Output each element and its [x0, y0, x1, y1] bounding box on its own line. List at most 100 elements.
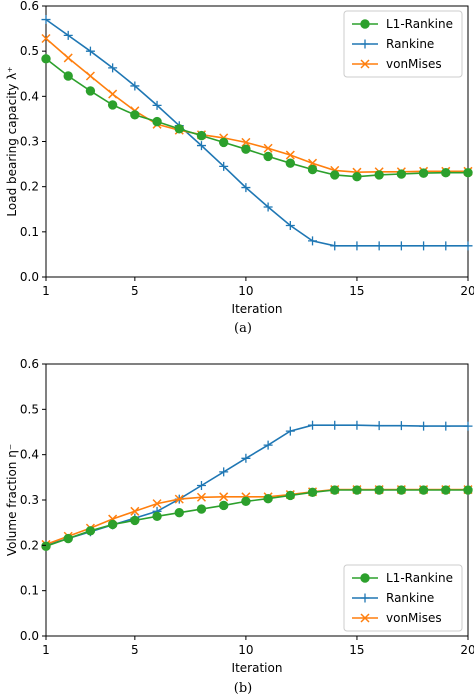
data-point-rankine	[308, 420, 318, 430]
data-point-vonmises	[196, 492, 207, 502]
data-point-rankine	[196, 141, 206, 151]
x-tick-label: 10	[238, 643, 253, 657]
data-point-rankine	[85, 46, 95, 56]
data-point-l1-rankine	[85, 526, 96, 536]
x-axis-label: Iteration	[232, 302, 283, 316]
data-point-l1-rankine	[174, 507, 184, 518]
data-point-l1-rankine	[418, 485, 429, 495]
x-tick-label: 20	[460, 284, 474, 298]
x-tick-label: 5	[131, 284, 139, 298]
data-point-l1-rankine	[441, 485, 451, 495]
legend-label: Rankine	[386, 37, 434, 51]
x-tick-label: 1	[42, 643, 50, 657]
data-point-l1-rankine	[152, 116, 162, 127]
data-point-rankine	[441, 241, 451, 251]
data-point-l1-rankine	[107, 100, 118, 110]
y-axis-label: Volume fraction η⁻	[5, 444, 19, 556]
data-point-l1-rankine	[41, 541, 51, 551]
series-rankine	[41, 420, 473, 550]
data-point-vonmises	[108, 89, 118, 99]
data-point-rankine	[419, 241, 429, 251]
data-point-rankine	[330, 241, 340, 251]
series-l1-rankine	[41, 54, 473, 182]
data-point-l1-rankine	[218, 500, 229, 511]
y-tick-label: 0.2	[20, 180, 39, 194]
x-tick-label: 15	[349, 643, 364, 657]
legend-entry-l1-rankine: L1-Rankine	[352, 571, 453, 585]
data-point-l1-rankine	[463, 485, 473, 495]
x-axis-ticks: 1 5 10 15 20	[42, 277, 474, 298]
data-point-rankine	[463, 421, 473, 431]
x-tick-label: 20	[460, 643, 474, 657]
y-tick-label: 0.3	[20, 493, 39, 507]
data-point-vonmises	[285, 150, 295, 160]
legend-marker	[360, 593, 370, 603]
y-tick-label: 0.2	[20, 538, 39, 552]
data-point-l1-rankine	[463, 167, 473, 178]
data-point-vonmises	[41, 33, 51, 44]
series-layer	[41, 420, 473, 551]
data-point-l1-rankine	[174, 124, 184, 134]
data-point-l1-rankine	[196, 504, 207, 514]
legend-label: L1-Rankine	[386, 571, 453, 585]
data-point-rankine	[396, 241, 406, 251]
y-axis-ticks: 0.0 0.1 0.2 0.3 0.4 0.5 0.6	[20, 0, 46, 284]
y-axis-ticks: 0.0 0.1 0.2 0.3 0.4 0.5 0.6	[20, 357, 46, 643]
y-tick-label: 0.0	[20, 629, 39, 643]
data-point-rankine	[263, 202, 273, 212]
legend-marker	[360, 39, 370, 49]
data-point-l1-rankine	[285, 158, 296, 168]
data-point-rankine	[441, 421, 451, 431]
data-point-l1-rankine	[285, 490, 296, 501]
data-point-l1-rankine	[85, 86, 96, 96]
data-point-rankine	[152, 100, 162, 110]
data-point-l1-rankine	[218, 137, 229, 148]
legend-entry-rankine: Rankine	[352, 37, 434, 51]
legend-marker	[360, 59, 370, 69]
data-point-l1-rankine	[352, 485, 362, 495]
data-point-rankine	[263, 440, 273, 450]
x-tick-label: 1	[42, 284, 50, 298]
data-point-rankine	[396, 421, 406, 431]
data-point-rankine	[219, 161, 229, 171]
x-tick-label: 15	[349, 284, 364, 298]
data-point-vonmises	[85, 71, 95, 81]
data-point-rankine	[285, 221, 295, 231]
legend-label: L1-Rankine	[386, 17, 453, 31]
y-tick-label: 0.4	[20, 89, 39, 103]
data-point-vonmises	[152, 499, 162, 509]
data-point-l1-rankine	[241, 496, 251, 507]
legend-label: vonMises	[386, 611, 442, 625]
legend-entry-vonmises: vonMises	[352, 57, 442, 71]
legend-entry-vonmises: vonMises	[352, 611, 442, 625]
data-point-rankine	[219, 467, 229, 477]
data-point-rankine	[130, 81, 140, 91]
data-point-l1-rankine	[396, 169, 407, 179]
panel-caption: (b)	[234, 681, 252, 696]
y-tick-label: 0.1	[20, 225, 39, 239]
legend-box	[343, 10, 463, 78]
data-point-vonmises	[241, 137, 251, 147]
data-point-rankine	[241, 453, 251, 463]
data-point-l1-rankine	[374, 170, 384, 180]
y-axis-label: Load bearing capacity λ⁺	[5, 66, 19, 216]
chart-panel-b: 1 5 10 15 20 0.00.10.20.30.40.50.6 Iteration…	[5, 357, 474, 696]
data-point-rankine	[419, 421, 429, 431]
data-point-rankine	[352, 241, 362, 251]
data-point-l1-rankine	[41, 54, 51, 64]
data-point-rankine	[463, 241, 473, 251]
legend-entry-rankine: Rankine	[352, 591, 434, 605]
data-point-rankine	[374, 241, 384, 251]
data-point-l1-rankine	[63, 533, 73, 544]
data-point-l1-rankine	[241, 144, 251, 154]
legend: L1-Rankine Rankine vonMises	[343, 10, 463, 78]
data-point-vonmises	[63, 53, 73, 63]
data-point-rankine	[330, 420, 340, 430]
data-point-rankine	[241, 183, 251, 193]
data-point-rankine	[196, 480, 206, 490]
chart-panel-a: 1 5 10 15 20 0.00.10.20.30.40.50.6 Iteration…	[5, 0, 474, 336]
series-l1-rankine	[41, 485, 473, 551]
data-point-l1-rankine	[396, 485, 407, 495]
y-tick-label: 0.5	[20, 402, 39, 416]
x-tick-label: 10	[238, 284, 253, 298]
